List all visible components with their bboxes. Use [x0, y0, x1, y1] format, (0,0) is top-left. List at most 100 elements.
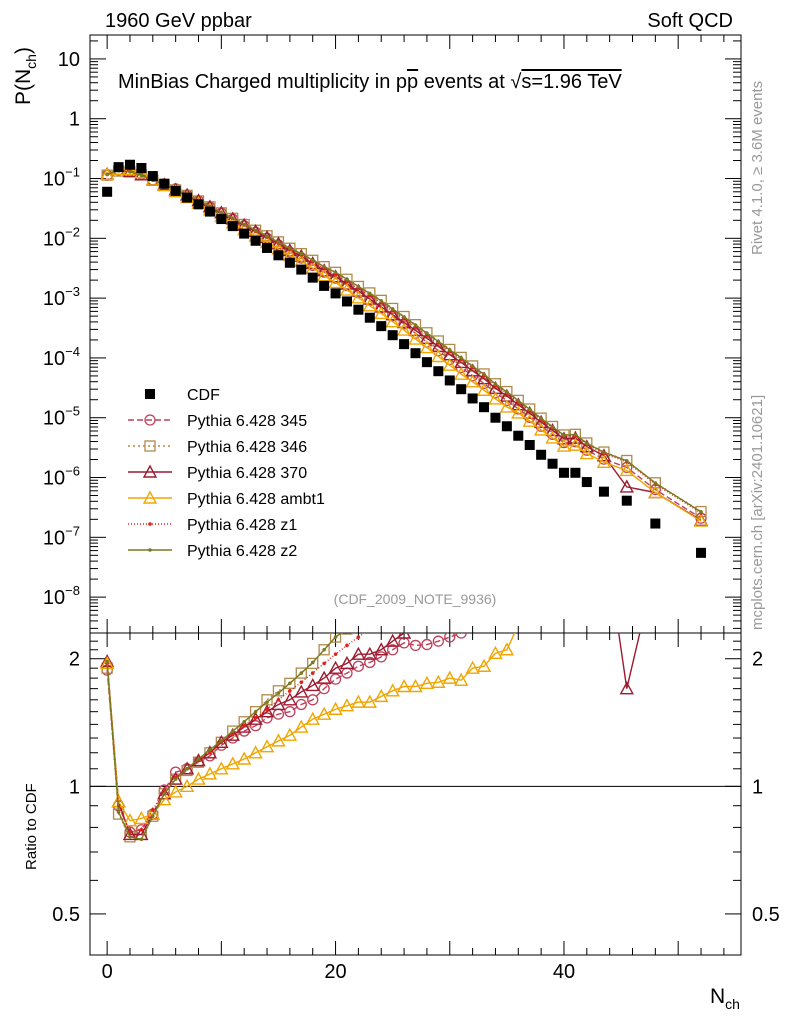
series-point-ratio [585, 510, 589, 514]
cdf-data-point [136, 162, 147, 173]
series-point-main [345, 277, 349, 282]
legend-marker [142, 490, 158, 504]
cdf-data-point [353, 304, 364, 315]
analysis-watermark: (CDF_2009_NOTE_9936) [334, 591, 497, 607]
series-point-main [362, 291, 377, 305]
axes: 0 20 4010110−110−210−310−410−510−610−710−8… [43, 35, 780, 983]
cdf-data-point [216, 214, 227, 225]
series-point-main [511, 405, 526, 419]
series-point-ratio [385, 633, 400, 647]
series-point-main [385, 307, 400, 321]
series-point-ratio [237, 751, 252, 765]
series-point-ratio [318, 644, 330, 656]
series-point-ratio [173, 777, 178, 781]
series-point-main [379, 299, 384, 303]
series-point-ratio [414, 585, 418, 589]
series-point-main [318, 260, 330, 273]
series-point-main [339, 276, 355, 290]
series-point-ratio [459, 573, 463, 577]
series-point-ratio [432, 635, 444, 647]
y-tick-label-main: 10−4 [43, 344, 80, 370]
y-tick-label-ratio-right: 2 [752, 649, 763, 671]
y-tick-base: 10 [43, 468, 65, 490]
series-point-main [579, 439, 594, 453]
series-point-main [499, 399, 515, 413]
series-point-ratio [307, 694, 319, 706]
cdf-data-point [124, 159, 135, 170]
series-point-ratio [299, 680, 304, 685]
series-point-ratio [582, 556, 592, 566]
series-point-ratio [162, 788, 167, 792]
series-point-ratio [328, 660, 343, 674]
series-point-ratio [362, 694, 377, 708]
series-point-ratio [310, 671, 315, 675]
cdf-data-point [102, 186, 113, 197]
series-point-ratio [505, 551, 509, 555]
series-point-ratio [208, 750, 212, 755]
series-point-main [219, 210, 224, 215]
y-tick-base: 10 [43, 587, 65, 609]
series-point-main [619, 463, 634, 477]
series-point-ratio [570, 562, 580, 572]
series-point-main [533, 414, 549, 428]
series-point-main [374, 299, 389, 313]
y-tick-label-main: 10−8 [43, 583, 80, 609]
series-point-main [556, 438, 572, 452]
series-point-main [619, 479, 634, 493]
cdf-data-point [467, 393, 478, 404]
series-point-ratio [284, 706, 296, 718]
series-point-ratio [539, 527, 543, 531]
mcplots-label: mcplots.cern.ch [arXiv:2401.10621] [749, 395, 766, 630]
ratio-panel-data [99, 489, 706, 843]
series-point-main [505, 390, 509, 394]
series-point-main [568, 437, 583, 451]
series-point-ratio [322, 661, 326, 666]
y-tick-label-ratio-left: 0.5 [52, 904, 80, 926]
series-point-ratio [524, 555, 536, 566]
series-point-main [299, 251, 304, 256]
x-tick-label: 20 [324, 961, 346, 983]
series-point-ratio [455, 633, 467, 639]
series-point-main [522, 413, 537, 427]
legend-marker [144, 414, 156, 426]
series-point-main [442, 357, 457, 371]
series-point-ratio [345, 643, 349, 648]
legend-marker [148, 522, 152, 526]
series-point-ratio [225, 756, 240, 770]
cdf-data-point [421, 357, 432, 368]
series-point-ratio [282, 692, 298, 706]
series-point-ratio [351, 646, 366, 660]
series-point-main [333, 270, 338, 275]
cdf-data-point [536, 449, 547, 460]
series-point-main [396, 322, 412, 336]
series-point-ratio [265, 707, 269, 712]
series-point-ratio [558, 539, 570, 550]
y-tick-exponent: −8 [65, 583, 80, 598]
series-point-ratio [352, 660, 365, 672]
chart-title: MinBias Charged multiplicity in pp event… [118, 71, 622, 93]
series-point-ratio [581, 578, 593, 589]
series-point-ratio [265, 700, 269, 704]
series-point-ratio [271, 697, 286, 711]
series-point-main [265, 234, 269, 238]
series-point-main [351, 283, 366, 297]
y-tick-label-main: 10−5 [43, 404, 80, 430]
series-point-main [408, 331, 423, 345]
series-point-ratio [208, 747, 212, 752]
series-point-ratio [456, 556, 466, 566]
series-point-ratio [272, 685, 285, 697]
cdf-data-point [490, 412, 501, 423]
series-point-main [288, 246, 292, 251]
cdf-data-point [410, 348, 421, 359]
series-point-main [602, 450, 606, 455]
series-point-ratio [253, 709, 258, 714]
legend-marker [144, 440, 156, 452]
series-point-ratio [696, 489, 706, 499]
legend-marker [142, 464, 158, 478]
legend-marker [148, 548, 152, 552]
series-point-main [511, 397, 526, 411]
cdf-data-point [284, 257, 295, 268]
series-point-ratio [294, 719, 309, 733]
cdf-data-point [621, 495, 632, 506]
